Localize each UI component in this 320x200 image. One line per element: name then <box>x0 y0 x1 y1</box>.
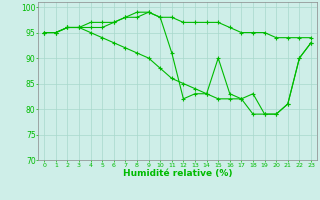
X-axis label: Humidité relative (%): Humidité relative (%) <box>123 169 232 178</box>
